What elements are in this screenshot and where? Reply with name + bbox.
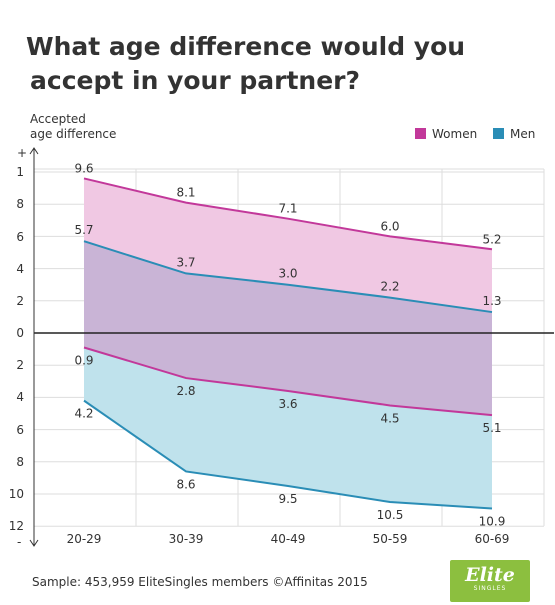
men-older-line: [83, 240, 493, 314]
y-tick-label: 8: [16, 455, 24, 469]
data-label-men-younger: 10.5: [377, 508, 404, 522]
logo-word: Elite: [465, 564, 515, 586]
data-label-men-older: 1.3: [482, 294, 501, 308]
y-axis-arrow-down: [29, 539, 39, 547]
data-label-men-older: 5.7: [74, 223, 93, 237]
x-tick-label: 30-39: [169, 532, 204, 546]
data-label-women-younger: 2.8: [176, 384, 195, 398]
data-label-women-younger: 0.9: [74, 353, 93, 367]
x-tick-label: 20-29: [67, 532, 102, 546]
y-tick-label: 10: [9, 487, 24, 501]
logo-subword: SINGLES: [473, 585, 507, 592]
data-label-men-older: 3.7: [176, 255, 195, 269]
y-tick-label: 4: [16, 262, 24, 276]
data-label-men-younger: 10.9: [479, 514, 506, 528]
elite-singles-logo: Elite SINGLES: [450, 560, 530, 602]
y-tick-label: 1: [16, 165, 24, 179]
data-label-men-older: 3.0: [278, 267, 297, 281]
overlap-range-area: [84, 241, 492, 416]
data-label-women-older: 6.0: [380, 219, 399, 233]
data-label-women-older: 9.6: [74, 161, 93, 175]
y-tick-label: 12: [9, 519, 24, 533]
chart-title: What age difference would you accept in …: [26, 30, 526, 98]
y-tick-label: 2: [16, 294, 24, 308]
women-younger-line: [83, 346, 493, 417]
data-label-men-younger: 9.5: [278, 492, 297, 506]
y-axis-plus-sign: +: [17, 146, 27, 160]
y-tick-label: 2: [16, 358, 24, 372]
data-label-women-younger: 3.6: [278, 397, 297, 411]
legend-women-label: Women: [432, 127, 477, 141]
data-label-women-younger: 4.5: [380, 411, 399, 425]
data-label-women-older: 5.2: [482, 232, 501, 246]
y-axis-label-line-2: age difference: [30, 127, 116, 141]
data-label-women-younger: 5.1: [482, 421, 501, 435]
title-line-2: accept in your partner?: [30, 66, 361, 95]
y-axis-arrow-up: [29, 147, 39, 155]
data-label-women-older: 7.1: [278, 202, 297, 216]
x-tick-label: 60-69: [475, 532, 510, 546]
y-tick-label: 4: [16, 390, 24, 404]
y-tick-label: 6: [16, 230, 24, 244]
legend-men-label: Men: [510, 127, 535, 141]
data-label-men-younger: 8.6: [176, 477, 195, 491]
x-tick-label: 40-49: [271, 532, 306, 546]
legend-women-swatch: [415, 128, 426, 139]
footer-source: Sample: 453,959 EliteSingles members ©Af…: [32, 575, 368, 589]
y-tick-label: 6: [16, 423, 24, 437]
data-label-men-younger: 4.2: [74, 407, 93, 421]
men-younger-line: [83, 399, 493, 510]
women-older-line: [83, 177, 493, 251]
data-label-men-older: 2.2: [380, 280, 399, 294]
y-tick-label: 0: [16, 326, 24, 340]
x-tick-label: 50-59: [373, 532, 408, 546]
data-label-women-older: 8.1: [176, 186, 195, 200]
y-tick-label: 8: [16, 197, 24, 211]
legend-men-swatch: [493, 128, 504, 139]
y-axis-minus-sign: -: [17, 535, 21, 549]
y-axis-label-line-1: Accepted: [30, 112, 86, 126]
title-line-1: What age difference would you: [26, 32, 466, 61]
age-difference-chart: 9.6 8.1 7.1 6.0 5.2 5.7 3.7 3.0 2.2 1.3 0.9 2.8 3.6 4…: [9, 112, 554, 549]
